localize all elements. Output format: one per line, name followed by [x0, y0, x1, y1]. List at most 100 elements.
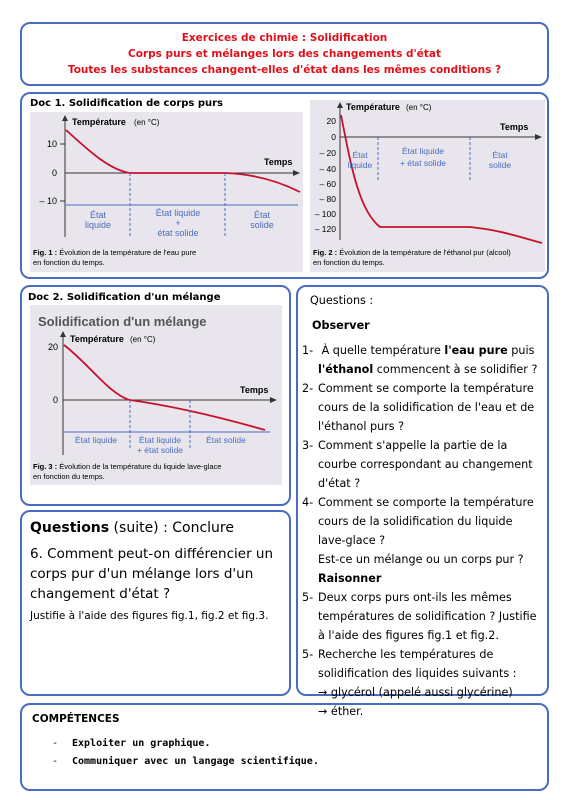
axis-unit: (en °C): [134, 118, 160, 127]
tick-label: – 80: [319, 194, 336, 204]
caption-text: Évolution de la température de l'éthanol…: [339, 248, 511, 257]
question: 5- Recherche les températures de solidifi…: [302, 645, 539, 683]
caption: en fonction du temps.: [313, 258, 385, 267]
region-label: + état solide: [400, 158, 446, 168]
caption-text: Évolution de la température du liquide l…: [59, 462, 221, 471]
caption: Fig. 1 : Évolution de la température de …: [33, 248, 196, 257]
caption: en fonction du temps.: [33, 472, 105, 481]
conclusion-question: 6. Comment peut-on différencier un corps…: [30, 546, 274, 602]
bullet: -: [52, 756, 59, 767]
tick-label: – 10: [39, 196, 57, 206]
q-num: 1-: [302, 344, 314, 357]
q-text: commencent à se solidifier ?: [373, 363, 538, 376]
tick-label: 0: [53, 395, 58, 405]
question: 4- Comment se comporte la température cou…: [302, 493, 539, 550]
caption: Fig. 2 : Évolution de la température de …: [313, 248, 511, 257]
header: Exercices de chimie : Solidification Cor…: [20, 22, 549, 86]
q-num: 2-: [302, 382, 314, 395]
doc-title: Doc 1. Solidification de corps purs: [30, 98, 224, 109]
region-label: état solide: [157, 228, 198, 238]
q-num: 4-: [302, 496, 314, 509]
axis-label: Temps: [500, 122, 528, 132]
tick-label: 0: [331, 132, 336, 142]
region-label: État: [352, 150, 368, 160]
axis-label: Température: [70, 334, 124, 344]
tick-label: 0: [52, 168, 57, 178]
axis-unit: (en °C): [130, 335, 156, 344]
region-label: État liquide: [139, 435, 181, 445]
conclusion-suffix: (suite) : Conclure: [109, 520, 234, 536]
q-text: Deux corps purs ont-ils les mêmes tempér…: [318, 591, 537, 642]
q-text: Comment se comporte la température cours…: [318, 382, 535, 433]
tick-label: – 20: [319, 148, 336, 158]
region-label: solide: [250, 220, 274, 230]
tick-label: – 60: [319, 179, 336, 189]
question: 2- Comment se comporte la température cou…: [302, 379, 539, 436]
competences-box: COMPÉTENCES - Exploiter un graphique. - Co…: [20, 703, 549, 791]
caption-label: Fig. 2 :: [313, 248, 337, 257]
q-bold: l'eau pure: [444, 344, 508, 357]
region-label: + état solide: [137, 445, 183, 455]
axis-unit: (en °C): [406, 103, 432, 112]
question: 5- Deux corps purs ont-ils les mêmes temp…: [302, 588, 539, 645]
conclusion-heading: Questions: [30, 520, 110, 536]
tick-label: 20: [327, 116, 337, 126]
q-text: puis: [507, 344, 535, 357]
caption-label: Fig. 3 :: [33, 462, 57, 471]
header-line: Corps purs et mélanges lors des changeme…: [128, 48, 441, 60]
tick-label: 20: [48, 342, 58, 352]
axis-label: Temps: [264, 157, 292, 167]
q-text: Comment se comporte la température cours…: [318, 496, 534, 547]
fig1: 10 0 – 10 Température (en °C) Temps État…: [30, 112, 303, 272]
q-num: 5-: [302, 591, 314, 604]
doc1-box: [20, 92, 549, 279]
header-line: Toutes les substances changent-elles d'é…: [67, 64, 502, 76]
q-item: → glycérol (appelé aussi glycérine): [318, 686, 513, 699]
questions-heading: Questions :: [310, 294, 374, 307]
q-bold: l'éthanol: [318, 363, 374, 376]
q-text: Est-ce un mélange ou un corps pur ?: [318, 553, 524, 566]
axis-label: Temps: [240, 385, 268, 395]
question: 3- Comment s'appelle la partie de la cour…: [302, 436, 539, 493]
conclusion-note: Justifie à l'aide des figures fig.1, fig…: [30, 610, 269, 622]
region-label: État: [90, 210, 107, 220]
doc2-box: [20, 285, 291, 506]
header-line: Exercices de chimie : Solidification: [181, 32, 388, 44]
tick-label: – 120: [315, 224, 337, 234]
doc-title: Doc 2. Solidification d'un mélange: [28, 292, 221, 303]
q-num: 3-: [302, 439, 314, 452]
section-heading: Raisonner: [318, 572, 382, 585]
caption: Fig. 3 : Évolution de la température du …: [33, 462, 221, 471]
competence: - Communiquer avec un langage scientifiqu…: [52, 753, 537, 771]
competence: - Exploiter un graphique.: [52, 735, 537, 753]
region-label: liquide: [348, 160, 373, 170]
questions-box: Questions : Observer 1- À quelle tempéra…: [296, 285, 549, 718]
section-heading: Observer: [312, 319, 370, 332]
q-item: → éther.: [318, 705, 364, 718]
region-label: État liquide: [75, 435, 117, 445]
q-num: 5-: [302, 648, 314, 661]
fig3: Solidification d'un mélange 20 0 Tempéra…: [30, 305, 282, 485]
axis-label: Température: [346, 102, 400, 112]
bullet: -: [52, 738, 59, 749]
region-label: liquide: [85, 220, 111, 230]
q-text: Comment s'appelle la partie de la courbe…: [318, 439, 533, 490]
region-label: État liquide: [402, 146, 444, 156]
tick-label: 10: [47, 139, 57, 149]
region-label: +: [175, 218, 180, 228]
tick-label: – 100: [315, 209, 337, 219]
caption-text: Évolution de la température de l'eau pur…: [59, 248, 196, 257]
axis-label: Température: [72, 117, 126, 127]
fig2: 20 0 – 20 – 40 – 60 – 80 – 100 – 120 Tem…: [310, 100, 545, 272]
q-text: À quelle température: [321, 344, 445, 357]
region-label: État solide: [206, 435, 246, 445]
competence-text: Communiquer avec un langage scientifique…: [72, 756, 319, 767]
competence-text: Exploiter un graphique.: [72, 738, 211, 749]
region-label: État liquide: [156, 208, 201, 218]
conclusion-box: Questions (suite) : Conclure 6. Comment …: [20, 510, 291, 696]
caption: en fonction du temps.: [33, 258, 105, 267]
caption-label: Fig. 1 :: [33, 248, 57, 257]
question: 1- À quelle température l'eau pure puis …: [302, 341, 539, 379]
tick-label: – 40: [319, 164, 336, 174]
